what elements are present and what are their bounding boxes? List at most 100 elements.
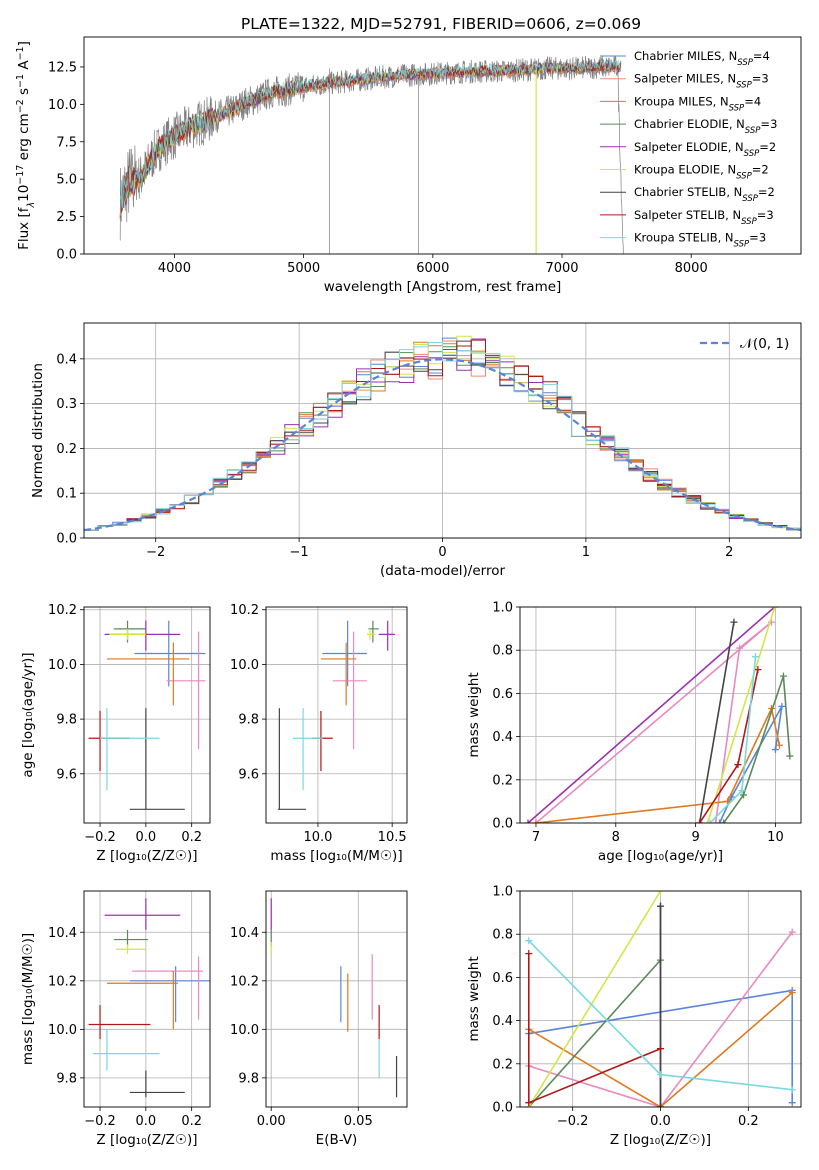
x-axis-label: mass [log₁₀(M/M☉)]	[270, 848, 402, 864]
y-tick-label: 10.4	[48, 926, 77, 941]
y-tick-label: 0.8	[492, 644, 513, 659]
mass-weight-marker	[525, 1099, 533, 1107]
y-tick-label: 12.5	[48, 60, 77, 75]
legend-entry-normal: 𝒩(0, 1)	[740, 336, 789, 352]
y-axis-label-part: −2	[15, 99, 26, 113]
legend-model-name: Kroupa STELIB	[634, 231, 718, 245]
mass-weight-series-6	[698, 621, 735, 823]
mass-weight-marker	[706, 819, 714, 823]
y-axis-label: mass weight	[466, 956, 482, 1041]
errorbar-point-1	[166, 631, 206, 750]
legend-nssp-eq: =	[760, 117, 770, 131]
plot-area	[88, 620, 206, 810]
errorbar-point-7	[312, 710, 333, 772]
mass-weight-series-2	[528, 991, 793, 1107]
legend-model-name: Salpeter STELIB	[634, 208, 725, 222]
errorbar-point-0	[322, 620, 367, 687]
errorbar-point-2	[106, 642, 190, 706]
errorbar-point-5	[116, 944, 146, 955]
mass-weight-marker	[736, 644, 744, 652]
y-axis-label-part: ]	[16, 41, 32, 46]
errorbar-point-7	[88, 1005, 151, 1040]
errorbar-point-6	[277, 708, 307, 810]
legend-nssp-prefix: , N	[718, 231, 734, 245]
legend-nssp-value: 3	[766, 208, 773, 222]
legend-nssp-sub: SSP	[736, 172, 752, 182]
plot-area	[119, 55, 624, 254]
y-tick-label: 10.0	[230, 1023, 259, 1038]
mass-weight-marker	[778, 702, 786, 710]
y-tick-label: 1.0	[492, 885, 513, 900]
mass-weight-series-2	[535, 706, 781, 823]
y-tick-label: 10.2	[48, 603, 77, 618]
legend-nssp-value: 2	[769, 140, 776, 154]
mass-weight-marker	[740, 791, 748, 799]
y-axis-label: Flux [fλ10−17 erg cm−2 s−1 A−1]	[15, 41, 37, 250]
x-tick-label: 5000	[287, 261, 320, 276]
mass-weight-marker	[657, 902, 664, 910]
mass-weight-marker	[788, 1099, 796, 1107]
mass-weight-marker	[720, 819, 728, 823]
y-axis-label: age [log₁₀(age/yr)]	[20, 652, 36, 777]
legend-entry-2: Kroupa MILES, NSSP=4	[634, 94, 761, 113]
plot-area	[88, 898, 210, 1098]
panel-mass_vs_ebv: 0.00 0.05 9.8 10.0 10.2 10.4 E(B-V)	[230, 890, 408, 1148]
panel-massweight_vs_age: 7 8 9 10 0.0 0.2 0.4 0.6 0.8 1.0 age [log₁₀(age/yr…	[466, 601, 802, 864]
mass-weight-marker	[775, 741, 783, 749]
mass-weight-marker	[524, 819, 532, 823]
legend-model-name: Chabrier MILES	[634, 49, 721, 63]
y-tick-label: 0.2	[56, 442, 77, 457]
mass-weight-marker	[712, 819, 720, 823]
x-tick-label: 4000	[158, 261, 191, 276]
mass-weight-marker	[788, 989, 796, 997]
y-tick-label: 10.2	[230, 603, 259, 618]
y-tick-label: 0.1	[56, 487, 77, 502]
mass-weight-series-4	[527, 607, 776, 823]
errorbar-point-7	[88, 710, 130, 772]
errorbar-point-8	[100, 708, 160, 791]
y-tick-label: 1.0	[492, 601, 513, 616]
y-tick-label: 0.8	[492, 928, 513, 943]
errorbar-point-4	[104, 898, 181, 930]
errorbar-point-2	[106, 971, 178, 1030]
errorbar-point-8	[292, 708, 323, 791]
legend-nssp-eq: =	[749, 231, 759, 245]
mass-weight-series-3	[528, 959, 662, 1107]
y-tick-label: 9.6	[238, 767, 259, 782]
y-tick-label: 5.0	[56, 173, 77, 188]
panel-mass_vs_Z: −0.2 0.0 0.2 9.8 10.0 10.2 10.4 Z [log₁₀(Z/Z☉)]…	[20, 890, 211, 1148]
legend-entry-1: Salpeter MILES, NSSP=3	[634, 72, 769, 91]
legend-model-name: Salpeter ELODIE	[634, 140, 728, 154]
legend-nssp-value: 4	[763, 49, 770, 63]
legend-entry-3: Chabrier ELODIE, NSSP=3	[634, 117, 777, 136]
legend-entry-0: Chabrier MILES, NSSP=4	[634, 49, 770, 68]
y-axis-label: mass [log₁₀(M/M☉)]	[20, 933, 36, 1065]
legend-model-name: Chabrier STELIB	[634, 185, 726, 199]
legend-nssp-prefix: , N	[720, 72, 736, 86]
axes-frame	[83, 890, 211, 1108]
x-tick-label: 7000	[545, 261, 578, 276]
y-tick-label: 9.8	[238, 713, 259, 728]
legend-nssp-eq: =	[759, 140, 769, 154]
y-tick-label: 10.2	[48, 974, 77, 989]
errorbar-point-6	[129, 708, 185, 810]
y-axis-label-part: Flux [f	[16, 206, 32, 250]
legend-nssp-eq: =	[758, 185, 768, 199]
x-tick-label: −2	[146, 545, 165, 560]
y-tick-label: 10.2	[230, 974, 259, 989]
legend-entry-7: Salpeter STELIB, NSSP=3	[634, 208, 774, 227]
mass-weight-marker	[751, 653, 759, 661]
mass-weight-marker	[786, 752, 794, 760]
y-tick-label: 9.8	[56, 713, 77, 728]
legend-model-name: Kroupa ELODIE	[634, 163, 720, 177]
legend-nssp-prefix: , N	[713, 94, 729, 108]
x-tick-label: −0.2	[84, 1114, 116, 1129]
mass-weight-series-1	[535, 621, 773, 823]
legend-nssp-sub: SSP	[741, 217, 757, 227]
mass-weight-marker	[525, 950, 533, 958]
legend-nssp-eq: =	[752, 163, 762, 177]
y-tick-label: 0.2	[492, 773, 513, 788]
mass-weight-marker	[738, 787, 746, 795]
mass-weight-series-7	[528, 953, 661, 1104]
